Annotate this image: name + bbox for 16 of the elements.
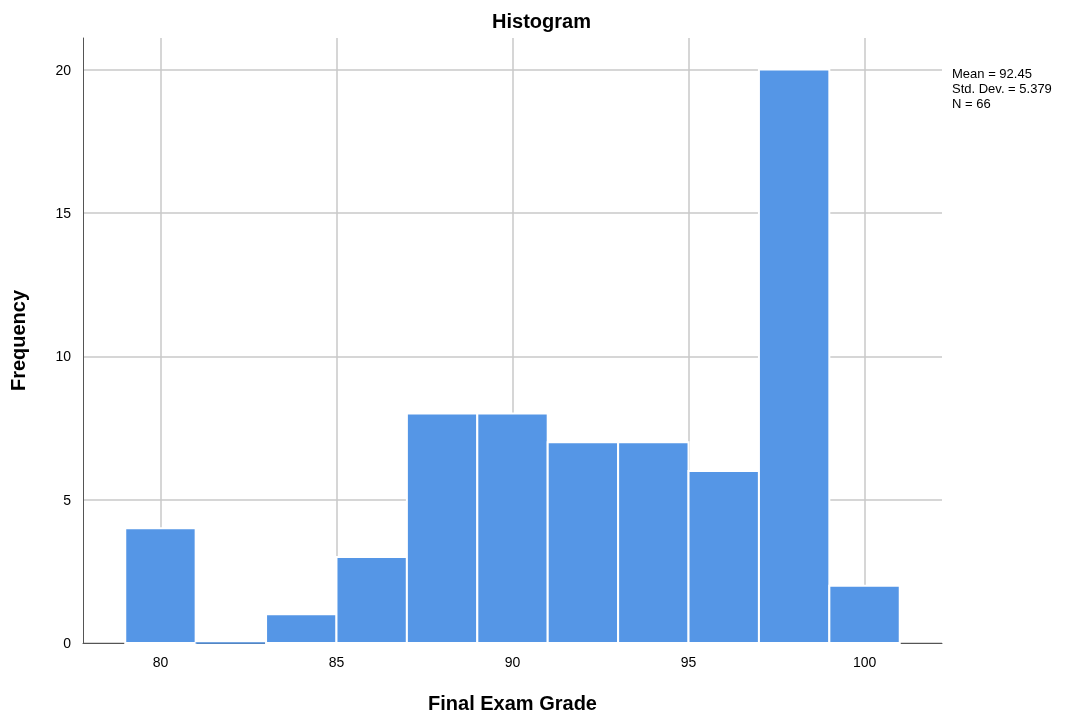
- chart-title: Histogram: [492, 10, 591, 32]
- text: N = 66: [952, 96, 991, 111]
- x-axis-title: Final Exam Grade: [428, 692, 597, 714]
- x-tick-label: 100: [852, 654, 877, 670]
- y-tick-label: 15: [55, 204, 72, 221]
- x-tick-label: 90: [504, 654, 521, 670]
- y-axis-title: Frequency: [7, 289, 29, 392]
- x-tick-label: 95: [680, 654, 697, 670]
- y-tick-label: 10: [55, 348, 72, 365]
- x-tick-label: 80: [152, 654, 169, 670]
- x-tick-label: 85: [328, 654, 345, 670]
- text: Std. Dev. = 5.379: [952, 81, 1052, 96]
- y-tick-label: 5: [63, 491, 72, 508]
- text: Mean = 92.45: [952, 66, 1032, 81]
- y-tick-label: 20: [55, 61, 72, 78]
- y-tick-label: 0: [63, 635, 72, 651]
